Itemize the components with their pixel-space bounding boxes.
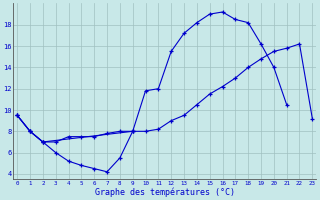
X-axis label: Graphe des températures (°C): Graphe des températures (°C): [95, 187, 235, 197]
